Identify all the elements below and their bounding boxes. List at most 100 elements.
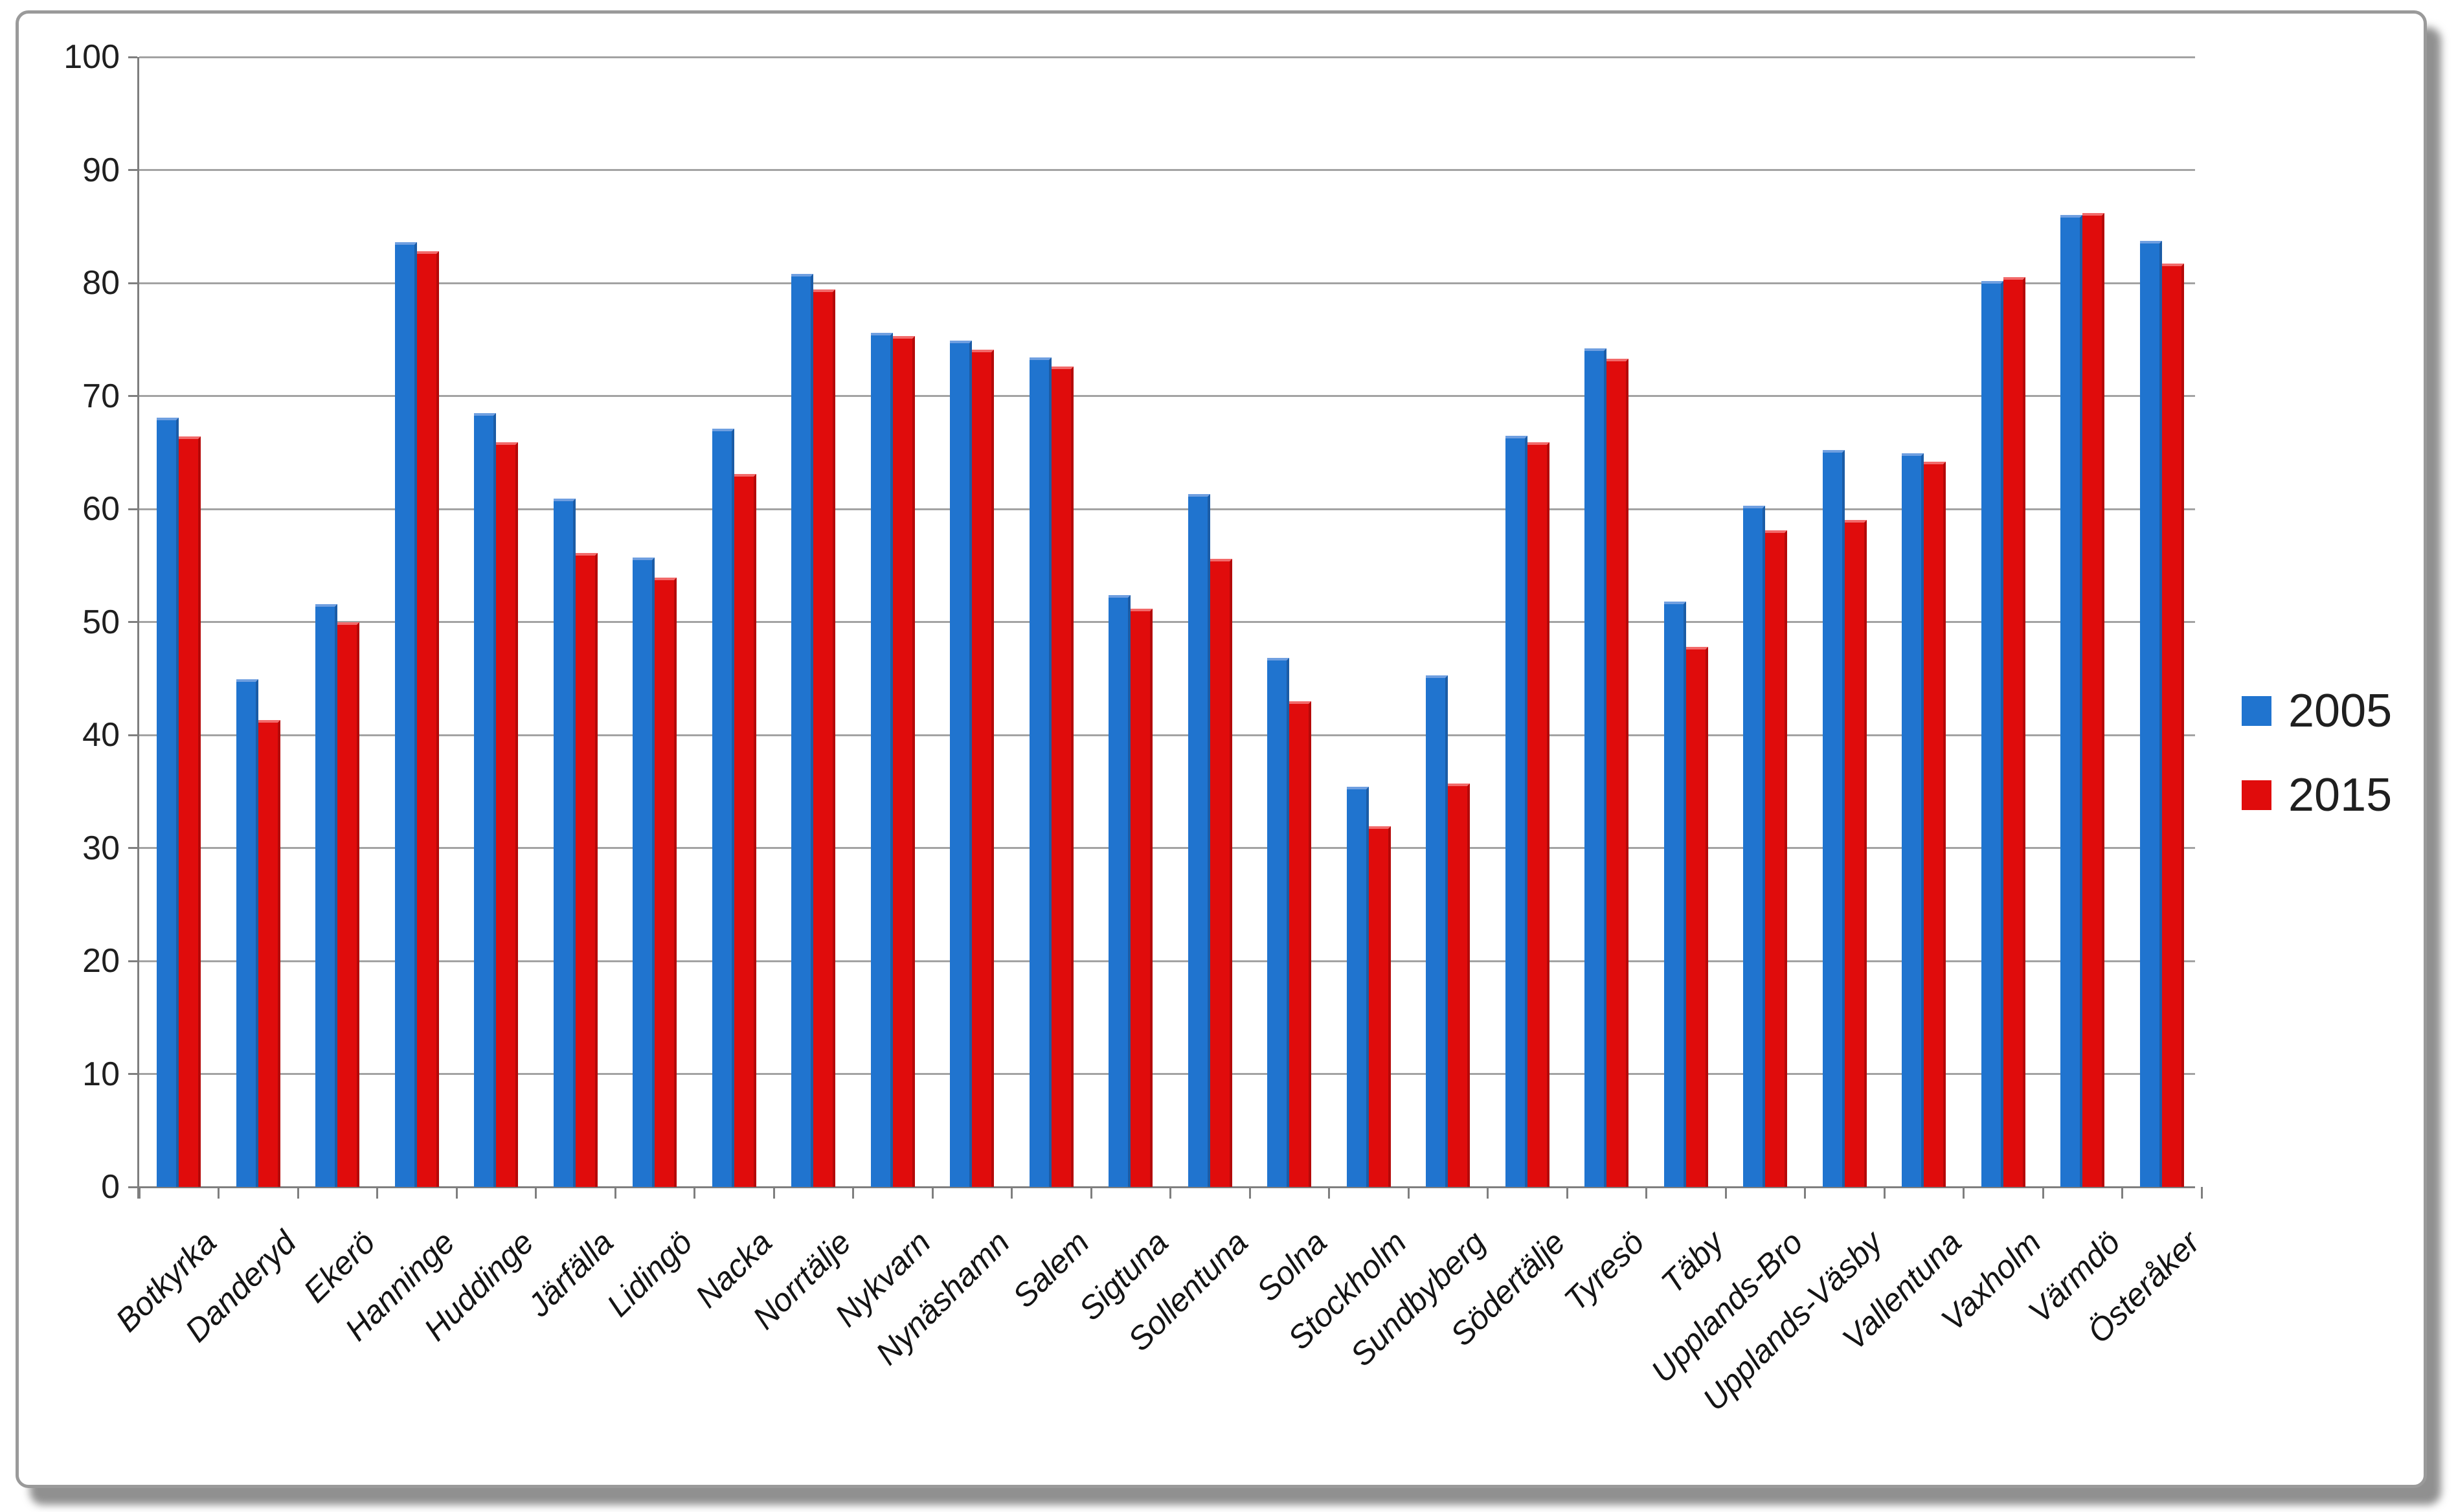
bar-2005-upplands-väsby (1822, 450, 1845, 1187)
x-axis-tick-24 (2042, 1187, 2044, 1199)
gridline-10 (139, 1073, 2195, 1075)
y-axis-tick-100 (128, 56, 137, 58)
bar-2015-lidingö (655, 578, 677, 1187)
x-axis-tick-10 (931, 1187, 934, 1199)
y-axis-label-80: 80 (82, 264, 120, 302)
bar-2015-värmdö (2082, 212, 2105, 1187)
y-axis-tick-20 (128, 960, 137, 962)
x-axis-tick-1 (218, 1187, 220, 1199)
bar-2015-upplands-bro (1765, 530, 1788, 1187)
bar-2005-salem (1029, 357, 1052, 1187)
y-axis-tick-90 (128, 169, 137, 171)
x-axis-tick-25 (2121, 1187, 2123, 1199)
x-axis-tick-11 (1011, 1187, 1013, 1199)
bar-2015-solna (1289, 701, 1312, 1187)
y-axis-tick-60 (128, 508, 137, 510)
bar-2015-tyresö (1606, 358, 1629, 1187)
bar-2005-nacka (712, 429, 734, 1187)
bar-2015-norrtälje (813, 289, 836, 1187)
x-axis-tick-0 (138, 1187, 141, 1199)
x-axis-tick-21 (1804, 1187, 1806, 1199)
bar-2005-österåker (2139, 241, 2162, 1187)
gridline-100 (139, 56, 2195, 58)
gridline-50 (139, 621, 2195, 623)
legend-item-2005: 2005 (2242, 688, 2392, 734)
y-axis-line (137, 57, 139, 1199)
x-axis-tick-15 (1328, 1187, 1330, 1199)
y-axis-label-10: 10 (82, 1055, 120, 1093)
bar-2005-värmdö (2060, 215, 2083, 1187)
bar-2015-botkyrka (179, 436, 201, 1187)
y-axis-tick-0 (128, 1186, 137, 1188)
y-axis-label-0: 0 (101, 1168, 120, 1206)
bar-2005-solna (1267, 658, 1290, 1187)
bar-2015-nykvarn (892, 336, 915, 1187)
gridline-90 (139, 169, 2195, 171)
bar-2015-täby (1685, 646, 1708, 1187)
gridline-70 (139, 395, 2195, 397)
x-axis-tick-7 (693, 1187, 695, 1199)
y-axis-label-70: 70 (82, 377, 120, 415)
x-axis-tick-4 (455, 1187, 458, 1199)
x-axis-tick-2 (297, 1187, 299, 1199)
x-axis-tick-18 (1566, 1187, 1568, 1199)
bar-2005-vallentuna (1902, 453, 1924, 1187)
bar-2015-nynäshamn (972, 349, 995, 1187)
x-axis-tick-12 (1090, 1187, 1092, 1199)
legend-label-2015: 2015 (2288, 769, 2393, 821)
y-axis-tick-30 (128, 847, 137, 849)
bar-2015-vallentuna (1924, 461, 1946, 1187)
bar-2005-lidingö (633, 558, 655, 1187)
legend-swatch-2005 (2242, 696, 2271, 726)
y-axis-label-60: 60 (82, 490, 120, 528)
bar-2015-järfälla (575, 553, 598, 1187)
bar-2015-sollentuna (1210, 558, 1232, 1187)
legend-item-2015: 2015 (2242, 772, 2392, 818)
bar-2005-ekerö (315, 604, 338, 1187)
bar-2005-sollentuna (1188, 494, 1210, 1187)
bar-2005-järfälla (553, 499, 576, 1187)
y-axis-label-40: 40 (82, 716, 120, 754)
bar-2015-stockholm (1368, 826, 1391, 1187)
bar-2005-sundbyberg (1426, 675, 1448, 1187)
bar-2005-vaxholm (1981, 280, 2003, 1187)
bar-2005-sigtuna (1109, 594, 1131, 1187)
y-axis-tick-40 (128, 734, 137, 736)
bar-2005-huddinge (474, 412, 497, 1187)
y-axis-tick-70 (128, 395, 137, 397)
x-axis-tick-8 (772, 1187, 775, 1199)
y-axis-tick-50 (128, 621, 137, 623)
y-axis-tick-10 (128, 1073, 137, 1075)
x-axis-tick-16 (1407, 1187, 1410, 1199)
bar-2015-huddinge (496, 442, 519, 1187)
y-axis-label-90: 90 (82, 151, 120, 189)
bar-2015-ekerö (337, 622, 360, 1187)
x-axis-tick-9 (852, 1187, 854, 1199)
y-axis-label-30: 30 (82, 829, 120, 867)
gridline-40 (139, 734, 2195, 736)
bar-2015-danderyd (258, 720, 280, 1187)
bar-2005-botkyrka (157, 417, 179, 1187)
y-axis-label-100: 100 (63, 38, 120, 76)
bar-2005-täby (1663, 602, 1686, 1187)
x-axis-tick-6 (614, 1187, 616, 1199)
bar-2005-tyresö (1584, 348, 1607, 1187)
bar-2015-hanninge (416, 251, 439, 1187)
bar-2015-vaxholm (2003, 277, 2025, 1187)
gridline-60 (139, 508, 2195, 510)
x-axis-tick-14 (1248, 1187, 1251, 1199)
bar-2015-sundbyberg (1448, 784, 1470, 1187)
y-axis-label-20: 20 (82, 942, 120, 980)
x-axis-tick-23 (1963, 1187, 1965, 1199)
y-axis-label-50: 50 (82, 603, 120, 641)
gridline-20 (139, 960, 2195, 962)
legend-swatch-2015 (2242, 780, 2271, 810)
x-axis-tick-17 (1487, 1187, 1489, 1199)
bar-2015-österåker (2161, 264, 2184, 1187)
x-axis-tick-19 (1645, 1187, 1647, 1199)
bar-2005-södertälje (1505, 435, 1527, 1187)
bar-2005-norrtälje (791, 274, 814, 1187)
bar-2005-nynäshamn (950, 340, 973, 1187)
bar-2015-salem (1051, 367, 1074, 1187)
